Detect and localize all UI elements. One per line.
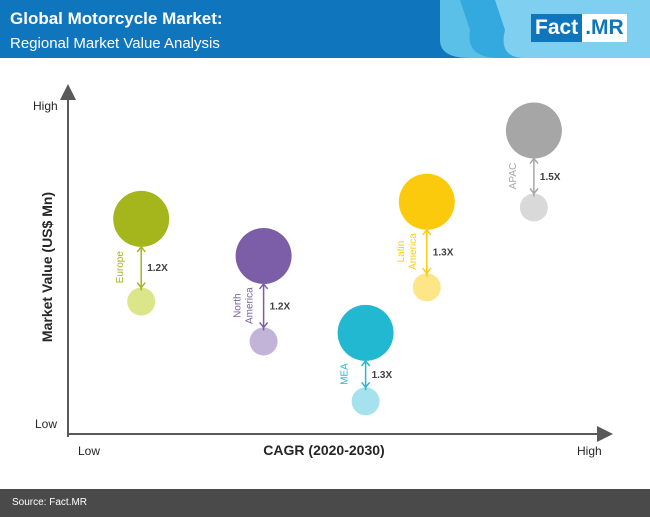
arrow-head-down — [361, 381, 371, 389]
factmr-logo: Fact .MR — [531, 14, 627, 42]
arrow-head-up — [259, 282, 269, 290]
region-label-mea: MEA — [340, 363, 351, 385]
region-europe: 1.2X Europe — [113, 190, 170, 316]
bubble-north-america-base — [249, 327, 278, 356]
multiplier-label-latin-america: 1.3X — [433, 248, 454, 259]
region-latin-america: 1.3X LatinAmerica — [396, 173, 455, 302]
bubble-latin-america-base — [412, 273, 441, 302]
region-apac: 1.5X APAC — [505, 102, 562, 222]
bubble-mea-base — [351, 387, 380, 416]
bubble-latin-america-current — [398, 173, 455, 230]
arrow-head-down — [529, 188, 539, 195]
region-label-latin-america: LatinAmerica — [396, 233, 419, 270]
bubble-mea-current — [337, 304, 394, 361]
y-axis-high-label: High — [33, 99, 58, 113]
x-axis-high-label: High — [577, 444, 602, 458]
x-axis-title: CAGR (2020-2030) — [263, 442, 384, 458]
arrow-head-up — [361, 359, 371, 367]
chart-subtitle: Regional Market Value Analysis — [10, 35, 220, 52]
source-note: Source: Fact.MR — [12, 497, 88, 508]
multiplier-label-europe: 1.2X — [147, 263, 168, 274]
arrow-head-down — [259, 321, 269, 329]
bubble-apac-current — [505, 102, 562, 159]
arrow-head-up — [529, 157, 539, 165]
y-axis-low-label: Low — [35, 417, 57, 431]
logo-text-right: .MR — [582, 14, 627, 42]
bubble-apac-base — [519, 193, 548, 222]
chart-title: Global Motorcycle Market: — [10, 9, 223, 28]
arrow-head-up — [136, 245, 146, 253]
footer-bar: Source: Fact.MR — [0, 489, 650, 517]
multiplier-label-north-america: 1.2X — [270, 302, 291, 313]
multiplier-label-apac: 1.5X — [540, 172, 561, 183]
multiplier-label-mea: 1.3X — [372, 370, 393, 381]
y-axis-title: Market Value (US$ Mn) — [39, 192, 55, 342]
region-north-america: 1.2X NorthAmerica — [233, 227, 292, 356]
region-label-apac: APAC — [508, 163, 519, 190]
bubble-europe-base — [127, 287, 156, 316]
region-label-europe: Europe — [115, 251, 126, 284]
arrow-head-down — [136, 282, 146, 289]
chart-area: High Low Low High CAGR (2020-2030) Marke… — [33, 84, 613, 458]
arrow-head-down — [422, 267, 432, 275]
bubble-series: 1.2X Europe 1.2X NorthAmerica 1.3X MEA 1.3X Lat… — [113, 102, 562, 416]
bubble-europe-current — [113, 190, 170, 247]
region-mea: 1.3X MEA — [337, 304, 394, 416]
logo-text-left: Fact — [531, 14, 583, 42]
x-axis-low-label: Low — [78, 444, 100, 458]
header-banner: Global Motorcycle Market: Regional Marke… — [0, 0, 650, 62]
region-label-north-america: NorthAmerica — [233, 287, 256, 324]
bubble-north-america-current — [235, 227, 292, 284]
arrow-head-up — [422, 228, 432, 236]
